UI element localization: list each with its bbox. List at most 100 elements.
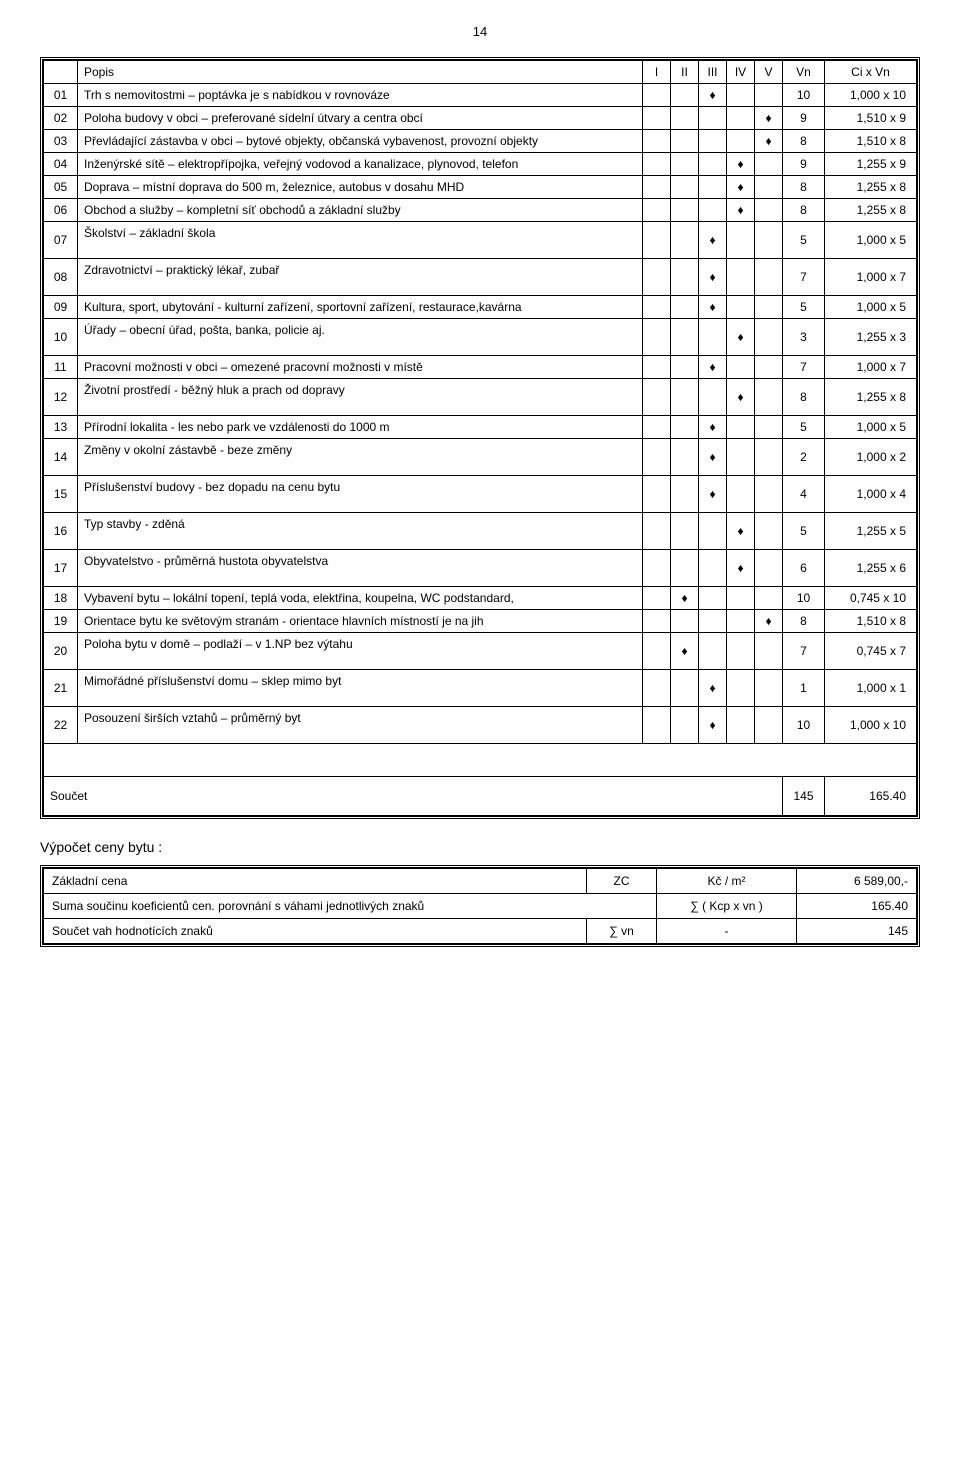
vn-cell: 7 [783,633,825,670]
mark-cell [699,153,727,176]
gap-cell [44,744,917,777]
header-blank [44,61,78,84]
mark-cell [727,416,755,439]
mark-cell [671,319,699,356]
row-desc: Pracovní možnosti v obci – omezené praco… [78,356,643,379]
mark-cell [671,222,699,259]
mark-cell: ♦ [699,259,727,296]
vn-cell: 8 [783,199,825,222]
vn-cell: 10 [783,707,825,744]
table-row: 21Mimořádné příslušenství domu – sklep m… [44,670,917,707]
page-number: 14 [40,24,920,39]
mark-cell [755,670,783,707]
table-row: 05Doprava – místní doprava do 500 m, žel… [44,176,917,199]
ci-cell: 1,000 x 10 [825,84,917,107]
table-row: 13Přírodní lokalita - les nebo park ve v… [44,416,917,439]
table-row: 19Orientace bytu ke světovým stranám - o… [44,610,917,633]
vn-cell: 8 [783,130,825,153]
mark-cell [671,439,699,476]
mark-cell: ♦ [727,513,755,550]
mark-cell [755,259,783,296]
vn-cell: 5 [783,296,825,319]
mark-cell [755,84,783,107]
header-iv: IV [727,61,755,84]
vn-cell: 10 [783,84,825,107]
mark-cell [755,476,783,513]
mark-cell [727,610,755,633]
vn-cell: 7 [783,356,825,379]
row-id: 19 [44,610,78,633]
calc-row: Součet vah hodnotících znaků∑ vn-145 [44,919,917,944]
mark-cell [643,476,671,513]
row-desc: Inženýrské sítě – elektropřípojka, veřej… [78,153,643,176]
row-desc: Úřady – obecní úřad, pošta, banka, polic… [78,319,643,356]
sum-label: Součet [44,777,783,816]
mark-cell: ♦ [727,379,755,416]
ci-cell: 1,255 x 9 [825,153,917,176]
header-iii: III [699,61,727,84]
mark-cell [671,153,699,176]
ci-cell: 1,000 x 5 [825,296,917,319]
mark-cell: ♦ [699,707,727,744]
mark-cell [727,356,755,379]
row-desc: Příslušenství budovy - bez dopadu na cen… [78,476,643,513]
header-ii: II [671,61,699,84]
calc-unit: Kč / m² [657,869,797,894]
mark-cell [755,319,783,356]
calc-label: Součet vah hodnotících znaků [44,919,587,944]
row-id: 14 [44,439,78,476]
row-desc: Poloha budovy v obci – preferované sídel… [78,107,643,130]
mark-cell: ♦ [699,84,727,107]
table-row: 01Trh s nemovitostmi – poptávka je s nab… [44,84,917,107]
row-desc: Orientace bytu ke světovým stranám - ori… [78,610,643,633]
ci-cell: 1,000 x 7 [825,259,917,296]
vn-cell: 4 [783,476,825,513]
mark-cell [671,416,699,439]
mark-cell [727,84,755,107]
table-row: 08Zdravotnictví – praktický lékař, zubař… [44,259,917,296]
mark-cell: ♦ [699,416,727,439]
row-desc: Životní prostředí - běžný hluk a prach o… [78,379,643,416]
row-id: 05 [44,176,78,199]
mark-cell [699,107,727,130]
mark-cell [643,222,671,259]
mark-cell [755,633,783,670]
table-row: 10Úřady – obecní úřad, pošta, banka, pol… [44,319,917,356]
mark-cell [727,633,755,670]
table-row: 11Pracovní možnosti v obci – omezené pra… [44,356,917,379]
mark-cell [671,550,699,587]
row-id: 09 [44,296,78,319]
mark-cell [671,610,699,633]
calc-sym: ZC [587,869,657,894]
mark-cell: ♦ [699,439,727,476]
mark-cell [643,670,671,707]
ci-cell: 1,000 x 2 [825,439,917,476]
row-desc: Trh s nemovitostmi – poptávka je s nabíd… [78,84,643,107]
row-id: 17 [44,550,78,587]
calc-label: Základní cena [44,869,587,894]
ci-cell: 1,000 x 7 [825,356,917,379]
table-row: 17Obyvatelstvo - průměrná hustota obyvat… [44,550,917,587]
mark-cell [671,176,699,199]
mark-cell: ♦ [699,356,727,379]
table-row: 16Typ stavby - zděná♦51,255 x 5 [44,513,917,550]
mark-cell [755,379,783,416]
mark-cell [699,319,727,356]
vn-cell: 7 [783,259,825,296]
row-desc: Školství – základní škola [78,222,643,259]
mark-cell [643,513,671,550]
vn-cell: 8 [783,610,825,633]
table-row: 03Převládající zástavba v obci – bytové … [44,130,917,153]
calc-row: Suma součinu koeficientů cen. porovnání … [44,894,917,919]
row-desc: Poloha bytu v domě – podlaží – v 1.NP be… [78,633,643,670]
mark-cell: ♦ [727,550,755,587]
mark-cell: ♦ [755,107,783,130]
mark-cell [671,296,699,319]
mark-cell [643,550,671,587]
mark-cell [643,319,671,356]
row-id: 10 [44,319,78,356]
table-row: 02Poloha budovy v obci – preferované síd… [44,107,917,130]
mark-cell [755,199,783,222]
criteria-table: Popis I II III IV V Vn Ci x Vn 01Trh s n… [43,60,917,816]
table-row: 06Obchod a služby – kompletní síť obchod… [44,199,917,222]
